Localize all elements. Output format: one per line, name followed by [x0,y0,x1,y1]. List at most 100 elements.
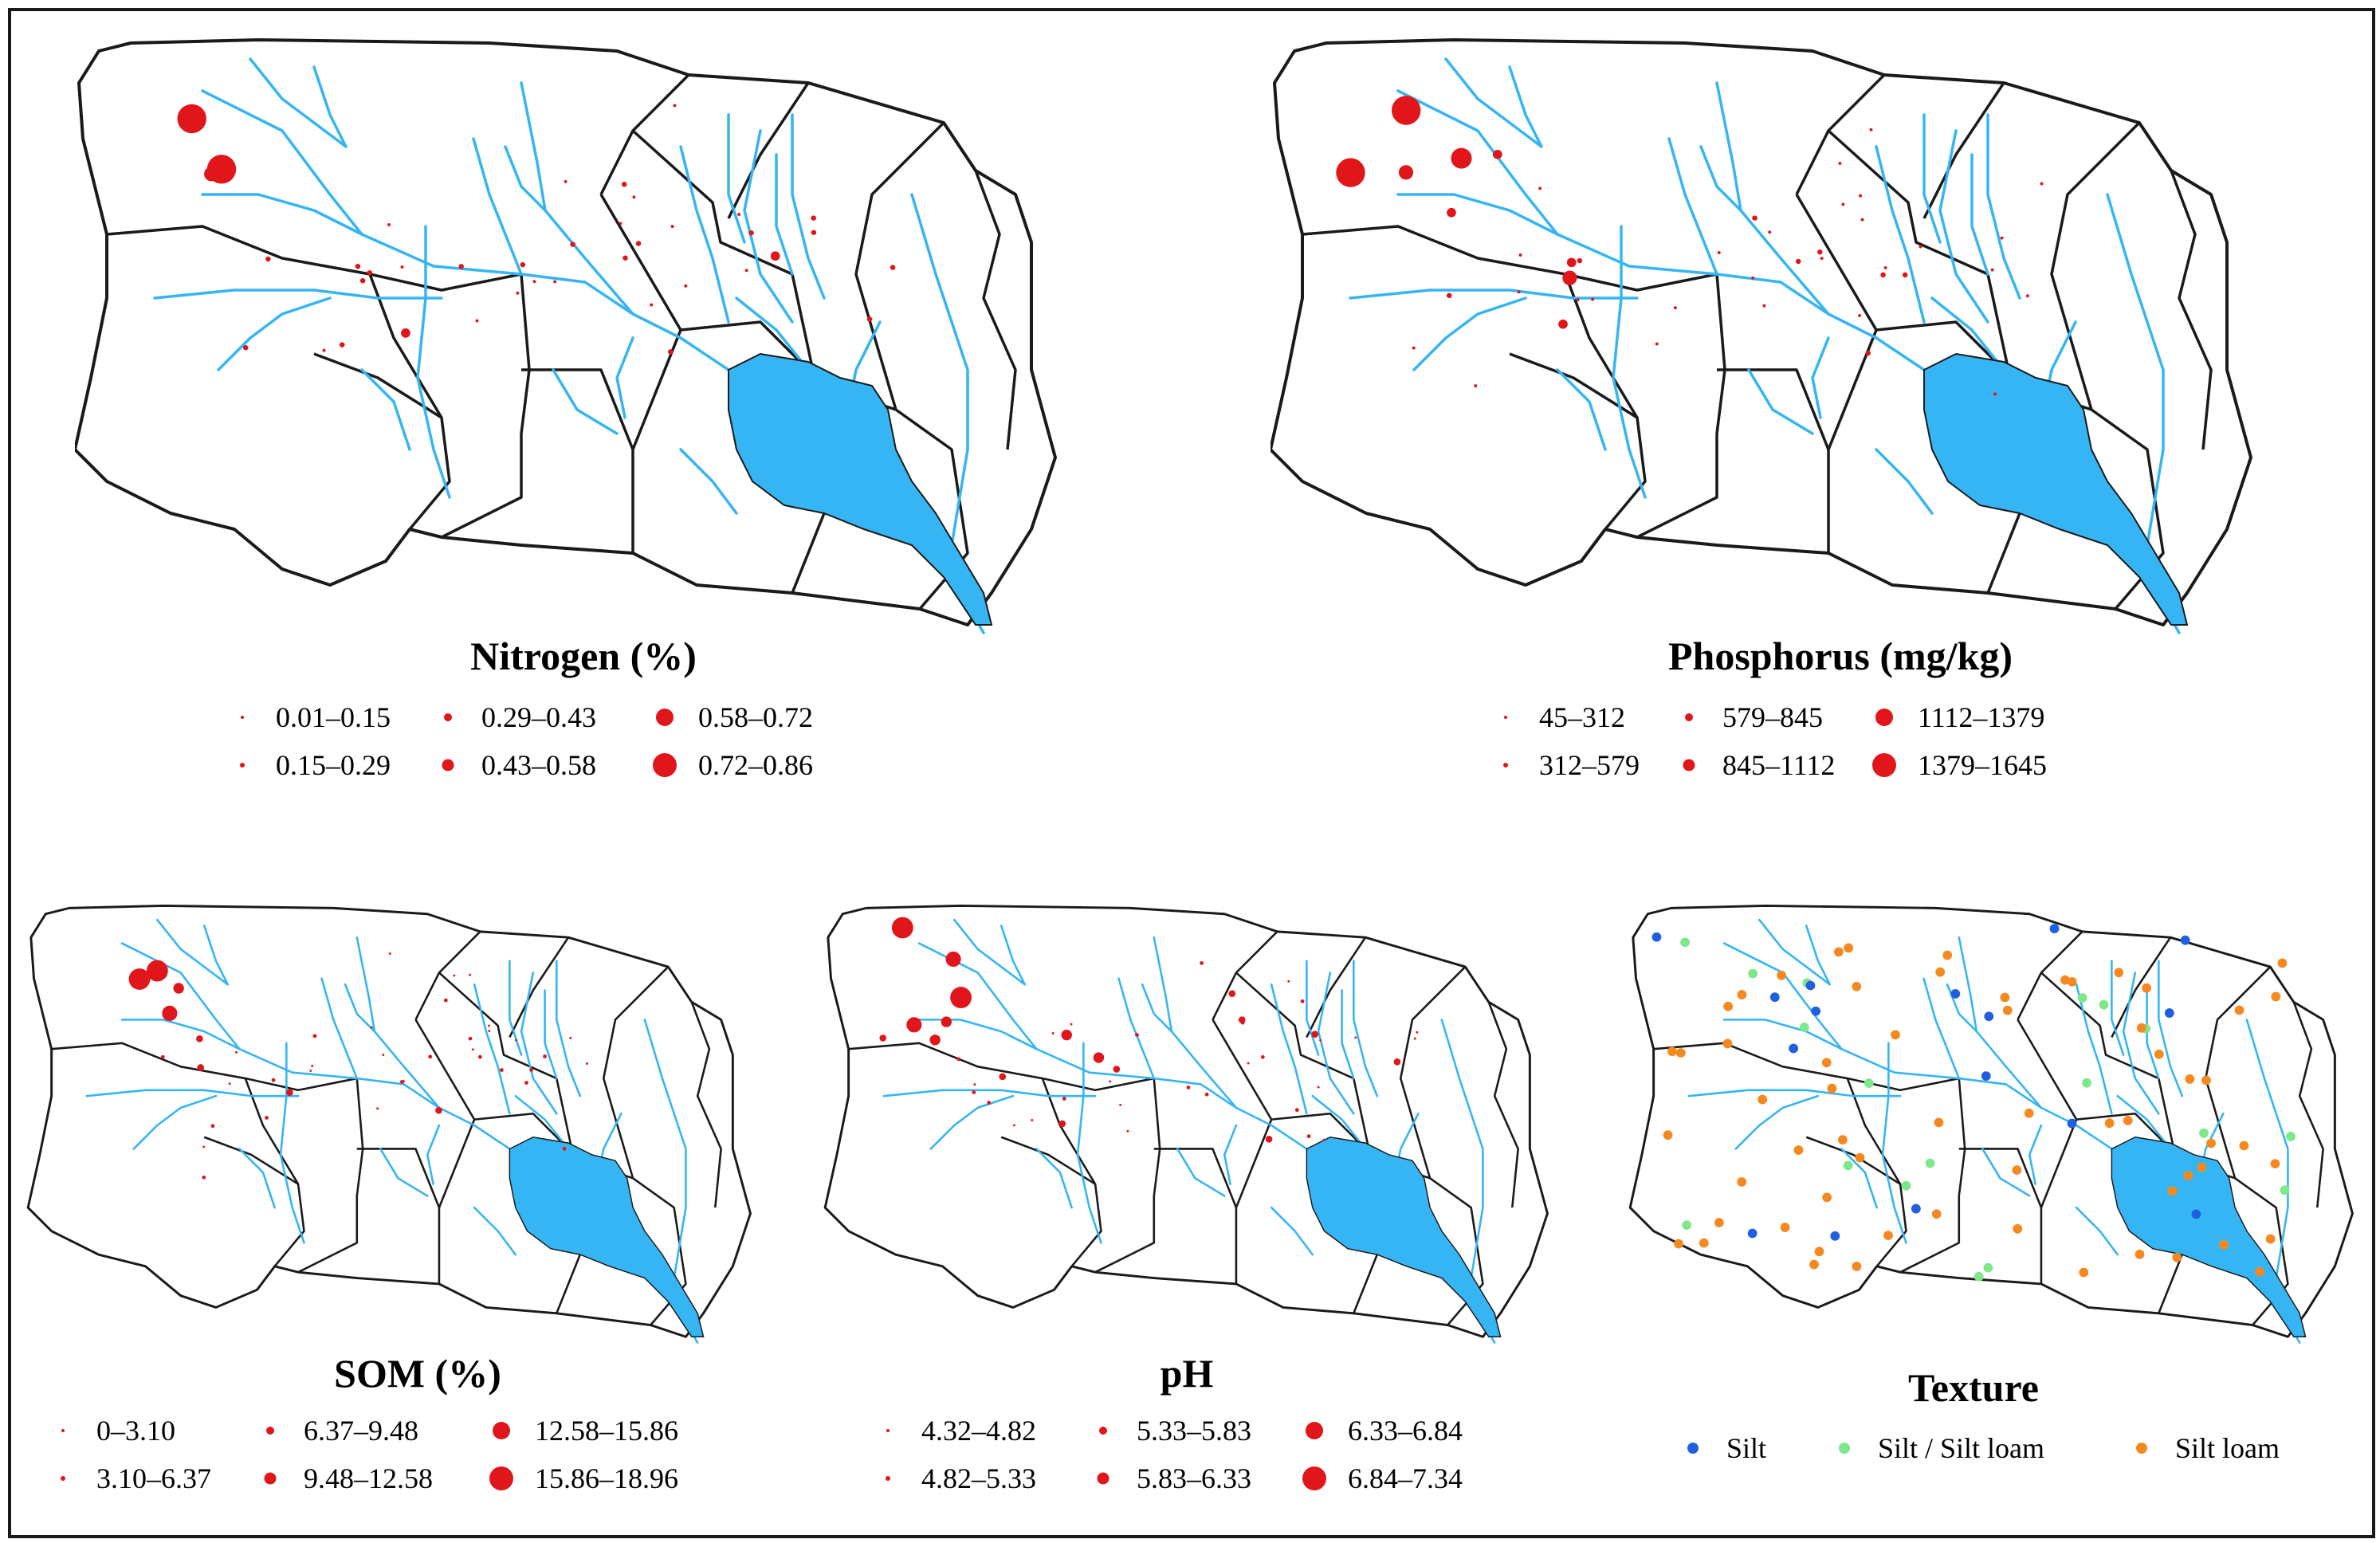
legend-dot [886,1429,890,1432]
river-line [153,289,443,300]
legend-label: 4.82–5.33 [921,1463,1036,1494]
sample-point [443,998,448,1003]
phosphorus-legend-item-4: 845–1112 [1673,748,1835,782]
texture-sample-point [2280,1185,2290,1196]
subbasin-boundary [244,1078,300,1185]
sample-point [1113,1066,1121,1073]
subbasin-boundary [631,129,818,387]
river-line [615,336,634,419]
sample-point [197,1064,205,1071]
sample-point [1126,1129,1129,1133]
sample-point [2025,294,2029,298]
river-line [1958,936,2043,1109]
sample-point [770,251,780,261]
texture-sample-point [2135,1249,2145,1259]
sample-point [428,1054,433,1059]
sample-point [999,1073,1007,1081]
size-class-4-symbol [432,749,464,781]
legend-label: Silt / Silt loam [1878,1432,2045,1464]
subbasin-boundary [2111,936,2172,1038]
texture-sample-point [2077,993,2087,1003]
river-line [1612,225,1647,499]
som-legend-item-5: 12.58–15.86 [485,1414,678,1447]
sample-point [400,265,404,269]
sample-point [972,1090,976,1094]
sample-point [1247,1062,1250,1065]
river-line [355,936,441,1109]
sample-point [1577,257,1583,264]
legend-label: 3.10–6.37 [96,1463,211,1494]
sample-point [543,1054,547,1058]
legend-dot [1685,713,1693,721]
river-line [473,983,511,1115]
sample-point [469,973,471,976]
texture-sample-point [1769,992,1780,1003]
texture-sample-point [1844,943,1854,953]
subbasin-boundary [509,936,570,1038]
river-line [1440,1019,1484,1279]
sample-point [667,349,674,355]
sample-point [1412,346,1416,350]
subbasin-boundary [1795,194,1878,331]
river-line [472,137,523,276]
river-line [1508,65,1543,148]
sample-point [1865,350,1871,356]
subbasin-boundary [1302,225,1718,292]
sample-point [1717,251,1721,254]
texture-sample-point [2271,991,2281,1002]
size-class-2-symbol [47,1463,79,1494]
subbasin-boundary [2292,1001,2324,1208]
sample-point [811,215,816,221]
sample-point [684,284,688,288]
texture-sample-point [1843,1160,1853,1171]
river-line [1667,137,1718,276]
river-line [426,1124,441,1185]
size-class-2-symbol [226,749,258,781]
sample-point [516,291,520,295]
texture-sample-point [1737,990,1747,999]
legend-dot [1306,1422,1323,1439]
texture-sample-point [1925,1158,1935,1168]
sample-point [1859,194,1863,198]
sample-point [359,277,366,284]
river-line [520,81,634,316]
river-line [1970,153,1989,276]
texture-sample-point [2082,1078,2091,1088]
legend-dot [444,713,452,721]
subbasin-boundary [974,170,1017,450]
nitrogen-legend-item-2: 0.15–0.29 [226,748,391,782]
texture-sample-point [2199,1128,2209,1138]
texture-sample-point [1748,968,1758,979]
river-line [217,296,332,371]
subbasin-boundary [1153,1148,1238,1208]
sample-point [1398,165,1414,180]
legend-dot [656,709,674,726]
legend-label: 5.83–6.33 [1137,1463,1251,1494]
texture-title: Texture [1908,1365,2039,1410]
sample-point [1392,96,1421,125]
legend-label: 1112–1379 [1918,701,2045,733]
subbasin-boundary [438,972,575,1161]
texture-sample-point [2191,1209,2201,1219]
subbasin-boundary [356,1148,441,1208]
legend-label: 579–845 [1722,701,1823,733]
size-class-6-symbol [1868,749,1900,781]
legend-dot [1872,753,1896,777]
texture-map [1628,904,2354,1344]
ph-legend-item-1: 4.32–4.82 [872,1414,1036,1447]
texture-sample-point [1667,1046,1677,1057]
reservoir [2111,1136,2307,1337]
river-line [1000,925,1026,986]
sample-point [399,1080,404,1084]
legend-label: 0–3.10 [96,1415,175,1447]
sample-point [1135,1033,1139,1037]
sample-point [1673,306,1677,310]
river-line [504,145,547,212]
sample-point [309,1070,312,1072]
subbasin-boundary [1564,273,1639,418]
size-class-4-symbol [1673,749,1705,781]
subbasin-boundary [297,1078,364,1274]
legend-label: 0.58–0.72 [698,701,813,733]
sample-point [1576,298,1580,302]
ph-map [823,904,1549,1344]
